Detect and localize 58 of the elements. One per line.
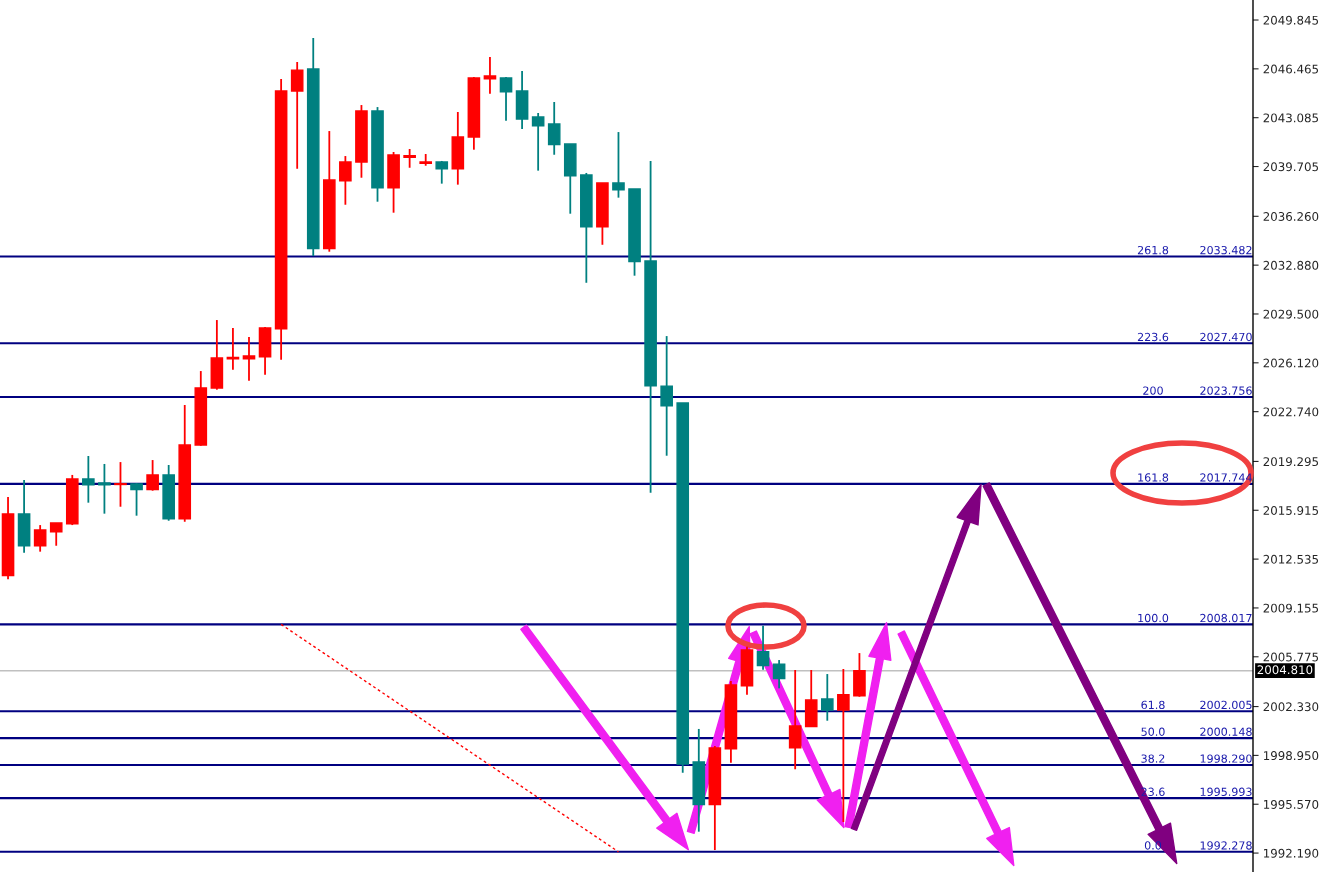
candlestick xyxy=(130,482,143,517)
y-tick-label: 2022.740 xyxy=(1263,407,1319,417)
candlestick xyxy=(82,455,95,504)
candlestick xyxy=(49,522,63,547)
candlestick xyxy=(547,101,561,156)
annotation: 2008.017 xyxy=(1200,613,1252,623)
y-tick-label: 1995.570 xyxy=(1264,799,1319,809)
annotation: 2002.005 xyxy=(1200,700,1252,710)
annotation: 2027.470 xyxy=(1200,332,1252,342)
annotation: 1998.290 xyxy=(1200,754,1252,763)
candlestick xyxy=(146,459,159,492)
candlestick xyxy=(531,112,545,172)
y-tick-label: 1992.190 xyxy=(1264,848,1319,858)
y-tick-label: 2002.330 xyxy=(1263,702,1319,712)
annotation: 223.6 xyxy=(1137,332,1169,342)
y-tick-label: 2029.500 xyxy=(1263,309,1319,319)
candlestick xyxy=(612,131,625,199)
y-tick-label: 2039.705 xyxy=(1263,162,1319,172)
annotation: 2033.482 xyxy=(1200,245,1252,255)
candlestick xyxy=(114,461,127,508)
candlestick xyxy=(499,76,513,122)
annotation: 1992.278 xyxy=(1200,841,1252,850)
candlestick xyxy=(242,336,256,382)
ref-line-label: 2004.810 xyxy=(1257,665,1313,675)
y-tick-label: 2032.880 xyxy=(1263,260,1319,270)
y-tick-label: 2036.260 xyxy=(1263,212,1319,221)
annotation: 50.0 xyxy=(1141,727,1165,736)
y-tick-label: 2026.120 xyxy=(1263,358,1319,368)
y-tick-label: 1998.950 xyxy=(1264,751,1319,761)
candlestick xyxy=(820,673,834,722)
candlestick xyxy=(756,624,770,671)
y-tick-label: 2049.845 xyxy=(1263,15,1319,25)
candlestick xyxy=(33,524,47,553)
annotation: 2000.148 xyxy=(1200,727,1252,736)
candlestick xyxy=(788,669,802,771)
candlestick xyxy=(660,335,673,457)
annotation: 38.2 xyxy=(1141,754,1165,763)
candlestick xyxy=(483,56,497,95)
candlestick xyxy=(403,148,416,169)
candlestick xyxy=(339,155,352,206)
candlestick xyxy=(837,668,850,823)
y-tick-label: 2043.085 xyxy=(1263,113,1319,123)
annotation: 200 xyxy=(1143,386,1163,395)
annotation: 261.8 xyxy=(1137,245,1169,255)
candlestick xyxy=(98,463,111,515)
annotation: 61.8 xyxy=(1141,700,1165,710)
y-tick-label: 2005.775 xyxy=(1263,652,1319,662)
y-tick-label: 2046.465 xyxy=(1263,64,1319,74)
annotation: 1995.993 xyxy=(1200,787,1252,796)
y-tick-label: 2009.155 xyxy=(1263,603,1319,613)
annotation: 100.0 xyxy=(1138,613,1169,623)
candlestick xyxy=(772,659,786,690)
y-tick-label: 2015.915 xyxy=(1263,505,1319,515)
candlestick xyxy=(290,61,304,170)
y-tick-label: 2012.535 xyxy=(1263,554,1319,564)
annotation: 2023.756 xyxy=(1200,386,1252,395)
annotation: 161.8 xyxy=(1138,473,1169,482)
y-tick-label: 2019.295 xyxy=(1263,457,1319,467)
